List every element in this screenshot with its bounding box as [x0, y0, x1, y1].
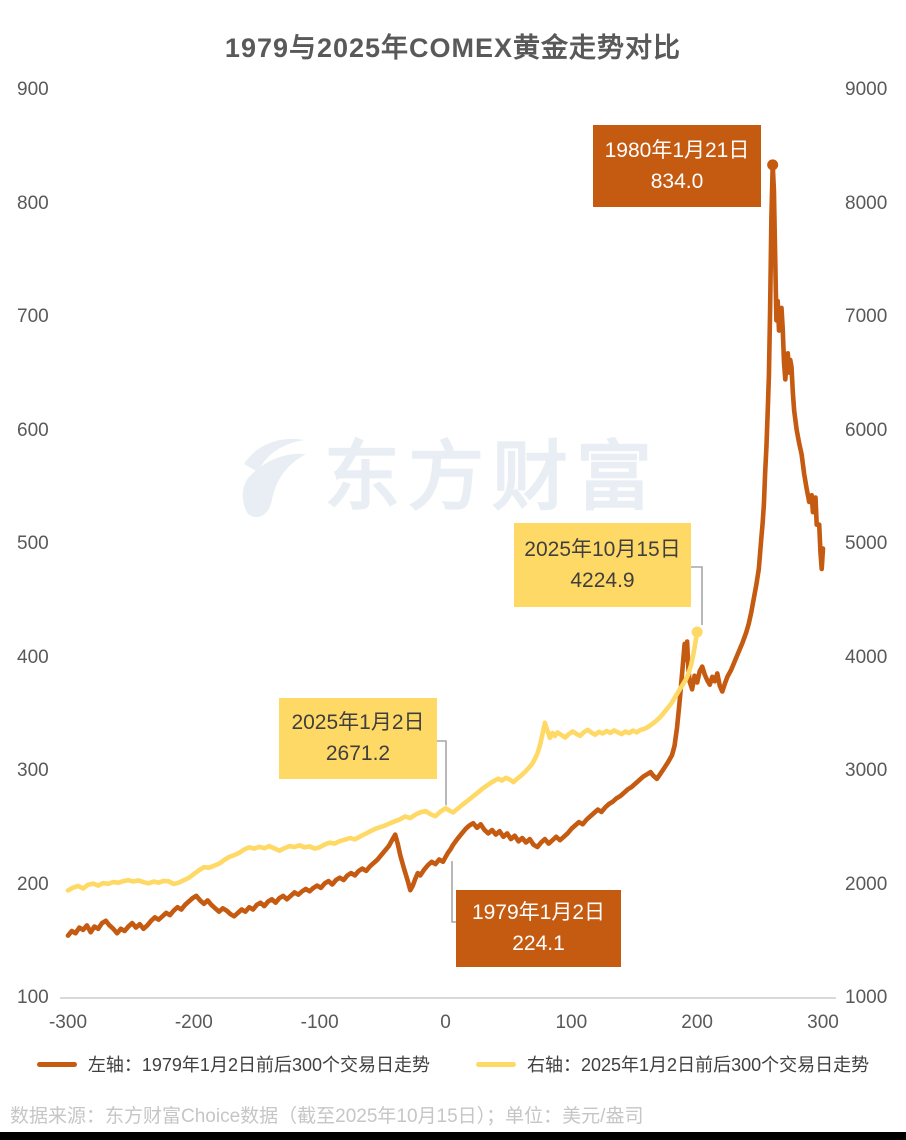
- legend-swatch-2025: [476, 1061, 516, 1067]
- callout-connector-2025-start: [437, 740, 447, 806]
- right-axis-tick-label: 2000: [845, 873, 888, 895]
- callout-value: 2671.2: [325, 742, 391, 765]
- legend-label-1979: 左轴：1979年1月2日前后300个交易日走势: [87, 1055, 430, 1075]
- right-axis-tick-label: 5000: [845, 533, 888, 554]
- right-axis-tick-label: 3000: [845, 760, 888, 781]
- callout-date: 2025年1月2日: [291, 711, 425, 734]
- callout-connector-1979-start: [451, 861, 457, 923]
- right-axis-tick-label: 1000: [845, 987, 888, 1008]
- left-axis-tick-label: 100: [17, 987, 49, 1008]
- x-axis-tick-label: -300: [48, 1012, 88, 1033]
- legend: 左轴：1979年1月2日前后300个交易日走势 右轴：2025年1月2日前后30…: [0, 1051, 906, 1077]
- left-axis-tick-label: 400: [17, 646, 49, 668]
- left-axis-tick-label: 300: [17, 760, 49, 781]
- right-axis-tick-label: 7000: [845, 306, 888, 327]
- left-axis-tick-label: 500: [17, 533, 49, 554]
- right-axis-tick-label: 9000: [845, 79, 888, 100]
- data-source-note: 数据来源：东方财富Choice数据（截至2025年10月15日）；单位：美元/盎…: [10, 1106, 644, 1127]
- left-axis-tick-label: 200: [17, 873, 49, 895]
- callout-2025-start: 2025年1月2日 2671.2: [279, 698, 437, 779]
- end-marker-2025: [691, 626, 703, 638]
- peak-marker-1979: [767, 159, 779, 171]
- x-axis-tick-label: 0: [440, 1012, 451, 1033]
- left-axis-tick-label: 700: [17, 306, 49, 327]
- series-line-2025: [65, 629, 700, 893]
- x-axis-tick-label: -200: [174, 1012, 213, 1033]
- callout-date: 2025年10月15日: [524, 537, 681, 561]
- callout-value: 834.0: [650, 169, 704, 193]
- callout-1979-start: 1979年1月2日 224.1: [456, 890, 621, 967]
- x-axis-tick-label: 200: [681, 1012, 713, 1033]
- callout-value: 4224.9: [570, 568, 635, 592]
- callout-connector-2025-end: [691, 566, 703, 625]
- legend-swatch-1979: [36, 1061, 77, 1067]
- legend-item-2025: 右轴：2025年1月2日前后300个交易日走势: [476, 1051, 869, 1077]
- chart-title: 1979与2025年COMEX黄金走势对比: [224, 33, 682, 63]
- left-axis-tick-label: 600: [17, 419, 49, 441]
- legend-label-2025: 右轴：2025年1月2日前后300个交易日走势: [527, 1055, 870, 1075]
- callout-2025-end: 2025年10月15日 4224.9: [514, 523, 691, 607]
- right-axis-tick-label: 8000: [845, 192, 888, 214]
- x-axis-tick-label: 100: [555, 1012, 588, 1033]
- callout-date: 1979年1月2日: [471, 901, 606, 924]
- callout-1980-peak: 1980年1月21日 834.0: [593, 125, 761, 207]
- x-axis-tick-label: 300: [807, 1012, 839, 1033]
- right-axis-tick-label: 4000: [845, 646, 888, 668]
- callout-value: 224.1: [512, 932, 565, 955]
- series-line-1979: [65, 162, 826, 938]
- left-axis-tick-label: 800: [17, 192, 49, 214]
- right-axis-tick-label: 6000: [845, 419, 888, 441]
- x-axis-tick-label: -100: [300, 1012, 339, 1033]
- legend-item-1979: 左轴：1979年1月2日前后300个交易日走势: [36, 1051, 430, 1077]
- callout-date: 1980年1月21日: [604, 138, 750, 162]
- bottom-bar: [0, 1132, 906, 1140]
- left-axis-tick-label: 900: [17, 79, 49, 100]
